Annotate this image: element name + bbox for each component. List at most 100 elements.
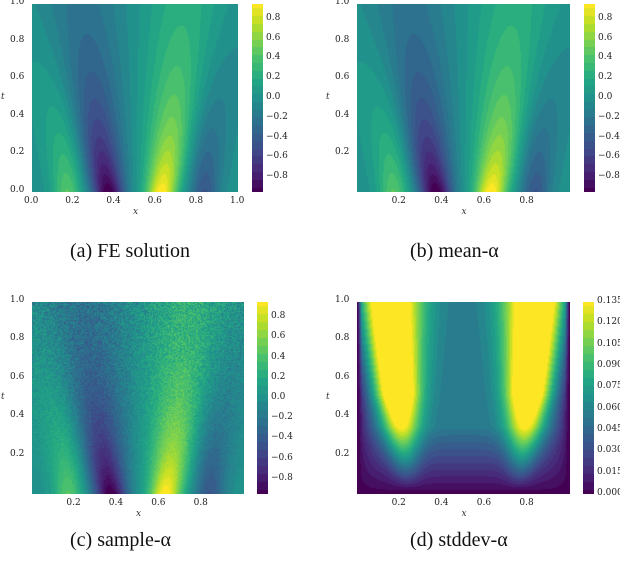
colorbar-tick-label: 0.8 xyxy=(598,12,613,23)
colorbar-tick-label: 0.4 xyxy=(598,52,613,63)
panel-caption: (a) FE solution xyxy=(70,240,190,262)
x-tick-label: 0.6 xyxy=(147,196,162,206)
colorbar-tick-label: 0.120 xyxy=(597,317,620,328)
panel-caption: (b) mean-α xyxy=(410,240,499,262)
x-axis-label: x xyxy=(136,509,142,519)
colorbar-tick-label: 0.8 xyxy=(266,12,281,23)
panel-label: (b) xyxy=(410,240,434,262)
panel-caption: (d) stddev-α xyxy=(410,529,508,551)
colorbar-tick-label: 0.2 xyxy=(598,72,613,83)
colorbar-tick-label: 0.090 xyxy=(597,360,620,370)
y-tick-label: 0.8 xyxy=(335,34,350,45)
x-tick-label: 0.0 xyxy=(24,196,39,206)
panel-caption: (c) sample-α xyxy=(70,529,171,551)
colorbar-tick-label: −0.4 xyxy=(598,131,620,142)
y-tick-label: 0.8 xyxy=(10,333,25,344)
y-axis-label: t xyxy=(1,392,5,402)
colorbar xyxy=(583,302,594,494)
x-tick-label: 0.4 xyxy=(108,498,124,508)
x-tick-label: 0.8 xyxy=(519,498,534,508)
heatmap-plot-2 xyxy=(32,302,244,494)
x-tick-label: 0.8 xyxy=(519,196,534,206)
y-tick-label: 1.0 xyxy=(335,295,350,305)
y-axis-label: t xyxy=(326,392,330,402)
colorbar-tick-label: 0.2 xyxy=(271,371,286,382)
panel-label: (d) xyxy=(410,529,434,551)
heatmap-plot-1 xyxy=(357,4,570,192)
y-tick-label: 1.0 xyxy=(335,0,350,7)
colorbar xyxy=(257,302,268,494)
x-tick-label: 0.4 xyxy=(434,196,449,206)
colorbar-tick-label: −0.8 xyxy=(266,171,288,182)
colorbar-tick-label: −0.6 xyxy=(266,151,288,162)
panel-caption-text: FE solution xyxy=(97,240,190,262)
x-tick-label: 0.2 xyxy=(391,498,406,508)
colorbar-tick-label: 0.6 xyxy=(271,331,286,342)
y-axis-label: t xyxy=(326,92,330,102)
panel-label: (a) xyxy=(70,240,93,262)
heatmap-image xyxy=(357,4,570,192)
colorbar-tick-label: 0.6 xyxy=(266,32,281,43)
x-tick-label: 0.6 xyxy=(476,196,492,206)
y-tick-label: 0.2 xyxy=(10,448,25,459)
colorbar-gradient xyxy=(584,4,595,192)
y-tick-label: 1.0 xyxy=(10,0,25,7)
colorbar-tick-label: 0.030 xyxy=(597,445,620,456)
x-tick-label: 0.2 xyxy=(65,196,80,206)
panel-caption-text: stddev-α xyxy=(438,529,508,551)
y-tick-label: 0.2 xyxy=(10,147,25,158)
y-tick-label: 0.6 xyxy=(10,371,25,382)
y-tick-label: 0.0 xyxy=(10,185,25,195)
heatmap-image xyxy=(32,302,244,494)
y-tick-label: 0.6 xyxy=(335,371,350,382)
colorbar-tick-label: 0.000 xyxy=(597,488,620,498)
colorbar xyxy=(584,4,595,192)
y-axis-label: t xyxy=(1,92,5,102)
heatmap-image xyxy=(357,302,570,494)
x-axis-label: x xyxy=(461,207,467,217)
y-tick-label: 0.4 xyxy=(10,410,25,421)
colorbar-tick-label: 0.6 xyxy=(598,32,613,43)
colorbar-gradient xyxy=(252,4,263,192)
colorbar-tick-label: −0.8 xyxy=(598,171,620,182)
x-axis-label: x xyxy=(461,509,467,519)
colorbar-tick-label: −0.4 xyxy=(266,131,288,142)
colorbar-tick-label: 0.060 xyxy=(597,402,620,413)
colorbar-tick-label: 0.015 xyxy=(597,466,620,477)
y-tick-label: 1.0 xyxy=(10,295,25,305)
colorbar-tick-label: 0.135 xyxy=(597,296,620,306)
panel-caption-text: mean-α xyxy=(438,240,499,262)
y-tick-label: 0.4 xyxy=(335,410,350,421)
heatmap-image xyxy=(32,4,238,192)
panel-caption-text: sample-α xyxy=(97,529,171,551)
colorbar-tick-label: 0.0 xyxy=(271,392,286,402)
colorbar xyxy=(252,4,263,192)
x-tick-label: 0.6 xyxy=(476,498,492,508)
x-tick-label: 0.4 xyxy=(434,498,449,508)
colorbar-tick-label: 0.8 xyxy=(271,311,286,322)
colorbar-tick-label: 0.2 xyxy=(266,72,281,83)
x-tick-label: 0.6 xyxy=(151,498,166,508)
x-tick-label: 0.8 xyxy=(193,498,208,508)
colorbar-tick-label: −0.2 xyxy=(271,412,293,423)
colorbar-gradient xyxy=(257,302,268,494)
colorbar-tick-label: 0.4 xyxy=(266,52,281,63)
colorbar-tick-label: 0.0 xyxy=(266,92,281,102)
colorbar-tick-label: 0.105 xyxy=(597,338,620,349)
y-tick-label: 0.2 xyxy=(335,147,350,158)
y-tick-label: 0.8 xyxy=(10,34,25,45)
heatmap-plot-3 xyxy=(357,302,570,494)
colorbar-tick-label: −0.6 xyxy=(598,151,620,162)
panel-label: (c) xyxy=(70,529,93,551)
y-tick-label: 0.2 xyxy=(335,448,350,459)
colorbar-tick-label: 0.4 xyxy=(271,351,286,362)
colorbar-gradient xyxy=(583,302,594,494)
colorbar-tick-label: −0.6 xyxy=(271,452,293,463)
y-tick-label: 0.8 xyxy=(335,333,350,344)
y-tick-label: 0.6 xyxy=(335,72,350,83)
y-tick-label: 0.4 xyxy=(335,109,350,120)
colorbar-tick-label: 0.075 xyxy=(597,381,620,392)
x-tick-label: 0.2 xyxy=(391,196,406,206)
y-tick-label: 0.4 xyxy=(10,109,25,120)
heatmap-plot-0 xyxy=(32,4,238,192)
